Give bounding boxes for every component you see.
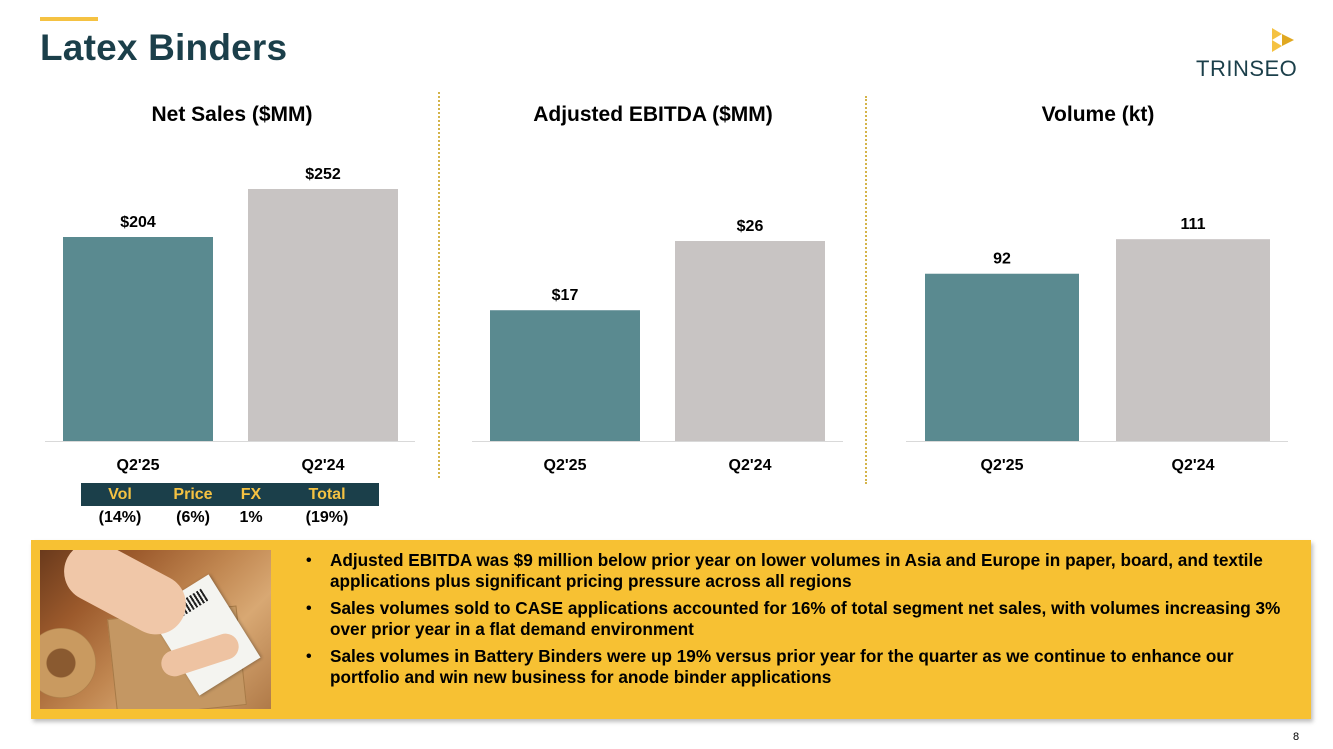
bar-net-sales-1 <box>248 189 398 441</box>
bridge-value-row: (14%) (6%) 1% (19%) <box>81 506 379 530</box>
chart-divider-2 <box>865 96 867 484</box>
page-title: Latex Binders <box>40 27 288 68</box>
bar-adjusted-ebitda-1 <box>675 241 825 441</box>
bridge-value-total: (19%) <box>305 509 349 526</box>
chart-title-volume: Volume (kt) <box>1041 103 1155 126</box>
data-label-adjusted-ebitda-0: $17 <box>552 287 579 304</box>
bridge-header-vol: Vol <box>108 485 132 503</box>
highlight-bullet: Adjusted EBITDA was $9 million below pri… <box>305 550 1305 592</box>
data-label-adjusted-ebitda-1: $26 <box>737 218 764 235</box>
bridge-header-total: Total <box>308 485 346 503</box>
data-label-volume-0: 92 <box>993 251 1011 268</box>
highlight-bullet: Sales volumes in Battery Binders were up… <box>305 646 1305 688</box>
highlights-list: Adjusted EBITDA was $9 million below pri… <box>305 550 1305 694</box>
chart-title-adjusted-ebitda: Adjusted EBITDA ($MM) <box>533 103 773 126</box>
category-label-volume-0: Q2'25 <box>981 457 1024 474</box>
bridge-value-price: (6%) <box>176 509 210 526</box>
bar-net-sales-0 <box>63 237 213 441</box>
trinseo-logo-text: TRINSEO <box>1196 56 1298 81</box>
bridge-value-vol: (14%) <box>98 509 142 526</box>
page-number: 8 <box>1293 731 1300 743</box>
data-label-volume-1: 111 <box>1181 216 1206 233</box>
highlights-callout: P Adjusted EBITDA was $9 million below p… <box>31 540 1311 719</box>
bar-volume-1 <box>1116 239 1270 441</box>
category-label-adjusted-ebitda-0: Q2'25 <box>544 457 587 474</box>
highlight-bullet: Sales volumes sold to CASE applications … <box>305 598 1305 640</box>
bridge-header-row: Vol Price FX Total <box>81 483 379 506</box>
bar-volume-0 <box>925 273 1079 441</box>
bridge-value-fx: 1% <box>239 509 263 526</box>
data-label-net-sales-1: $252 <box>305 166 341 183</box>
data-label-net-sales-0: $204 <box>120 214 156 231</box>
net-sales-bridge-table: Vol Price FX Total (14%) (6%) 1% (19%) <box>81 483 379 530</box>
chart-title-net-sales: Net Sales ($MM) <box>151 103 313 126</box>
category-label-net-sales-1: Q2'24 <box>302 457 345 474</box>
trinseo-logo: TRINSEO <box>1190 26 1305 82</box>
category-label-adjusted-ebitda-1: Q2'24 <box>729 457 772 474</box>
bridge-header-fx: FX <box>240 485 262 503</box>
chart-divider-1 <box>438 92 440 478</box>
trinseo-logo-mark-icon <box>1272 28 1294 52</box>
bar-adjusted-ebitda-0 <box>490 310 640 441</box>
shipping-package-photo: P <box>40 550 271 709</box>
bridge-header-price: Price <box>173 485 213 503</box>
category-label-volume-1: Q2'24 <box>1172 457 1215 474</box>
category-label-net-sales-0: Q2'25 <box>117 457 160 474</box>
title-accent-line <box>40 17 98 21</box>
